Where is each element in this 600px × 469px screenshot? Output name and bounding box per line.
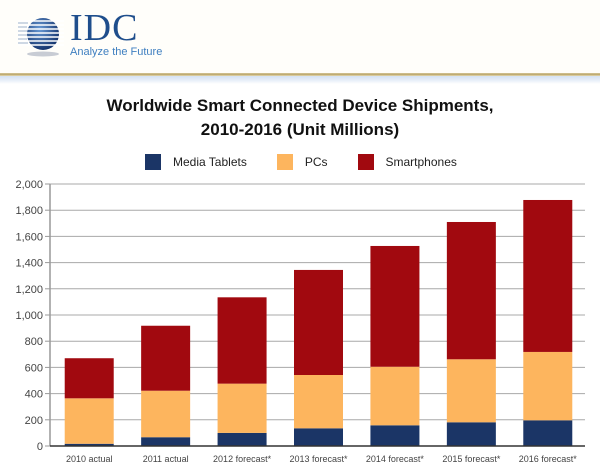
y-tick-label: 400 (25, 389, 43, 401)
y-tick-label: 1,800 (15, 205, 43, 217)
legend-label-smartphones: Smartphones (385, 155, 457, 169)
header-divider (0, 73, 600, 76)
bar-smartphones (370, 245, 420, 367)
y-tick-label: 1,000 (15, 310, 43, 322)
chart-title-line2: 2010-2016 (Unit Millions) (200, 120, 400, 139)
bar-media-tablets (294, 428, 343, 446)
bar-pcs (370, 366, 420, 426)
idc-logo: IDC Analyze the Future (18, 7, 218, 65)
bar-media-tablets (523, 420, 573, 446)
bar-smartphones (523, 199, 573, 352)
y-axis-ticks: 0 200 400 600 800 1,000 1,200 1,400 1,600 1,800 2,… (15, 179, 43, 453)
bar-media-tablets (64, 443, 114, 446)
bar-pcs (446, 359, 496, 423)
y-tick-label: 1,600 (15, 231, 43, 243)
bar-media-tablets (370, 425, 420, 446)
bar-pcs (64, 398, 114, 444)
y-tick-label: 600 (25, 362, 43, 374)
header-band (0, 76, 600, 84)
y-tick-label: 1,400 (15, 258, 43, 270)
x-tick-label: 2015 forecast* (442, 454, 501, 464)
legend-item-media-tablets: Media Tablets (145, 154, 247, 170)
chart-legend: Media Tablets PCs Smartphones (145, 152, 487, 172)
legend-swatch-smartphones (357, 154, 374, 170)
y-tick-label: 200 (25, 415, 43, 427)
chart-title-line1: Worldwide Smart Connected Device Shipmen… (106, 96, 494, 115)
x-tick-label: 2011 actual (143, 454, 189, 464)
legend-item-smartphones: Smartphones (357, 154, 457, 170)
bar-smartphones (64, 358, 114, 399)
y-tick-label: 2,000 (15, 179, 43, 191)
bar-smartphones (446, 221, 496, 360)
bar-media-tablets (217, 432, 267, 446)
x-tick-label: 2016 forecast* (519, 454, 578, 464)
bar-media-tablets (446, 422, 496, 446)
bar-pcs (141, 390, 191, 438)
legend-item-pcs: PCs (276, 154, 328, 170)
header: IDC Analyze the Future (0, 0, 600, 74)
bar-smartphones (294, 269, 343, 375)
chart-title: Worldwide Smart Connected Device Shipmen… (0, 94, 600, 142)
globe-icon (18, 18, 64, 57)
logo-text: IDC (70, 7, 139, 49)
y-tick-label: 800 (25, 336, 43, 348)
x-tick-label: 2012 forecast* (213, 454, 272, 464)
legend-swatch-pcs (276, 154, 293, 170)
bar-pcs (294, 374, 343, 429)
bars (64, 199, 573, 446)
stacked-bar-chart: 0 200 400 600 800 1,000 1,200 1,400 1,600 1,800 2,… (15, 179, 585, 464)
legend-label-pcs: PCs (304, 155, 328, 169)
y-tick-label: 0 (37, 441, 43, 453)
x-tick-label: 2014 forecast* (366, 454, 425, 464)
legend-label-media-tablets: Media Tablets (173, 155, 247, 169)
bar-smartphones (141, 325, 191, 391)
legend-swatch-media-tablets (145, 154, 161, 170)
x-tick-label: 2010 actual (66, 454, 113, 464)
bar-pcs (523, 351, 573, 421)
x-tick-label: 2013 forecast* (289, 454, 348, 464)
y-tick-label: 1,200 (15, 284, 43, 296)
x-axis-labels: 2010 actual 2011 actual 2012 forecast* 2013… (66, 454, 577, 464)
bar-media-tablets (141, 437, 191, 446)
bar-pcs (217, 383, 267, 433)
logo-tagline: Analyze the Future (70, 46, 163, 58)
bar-smartphones (217, 297, 267, 384)
